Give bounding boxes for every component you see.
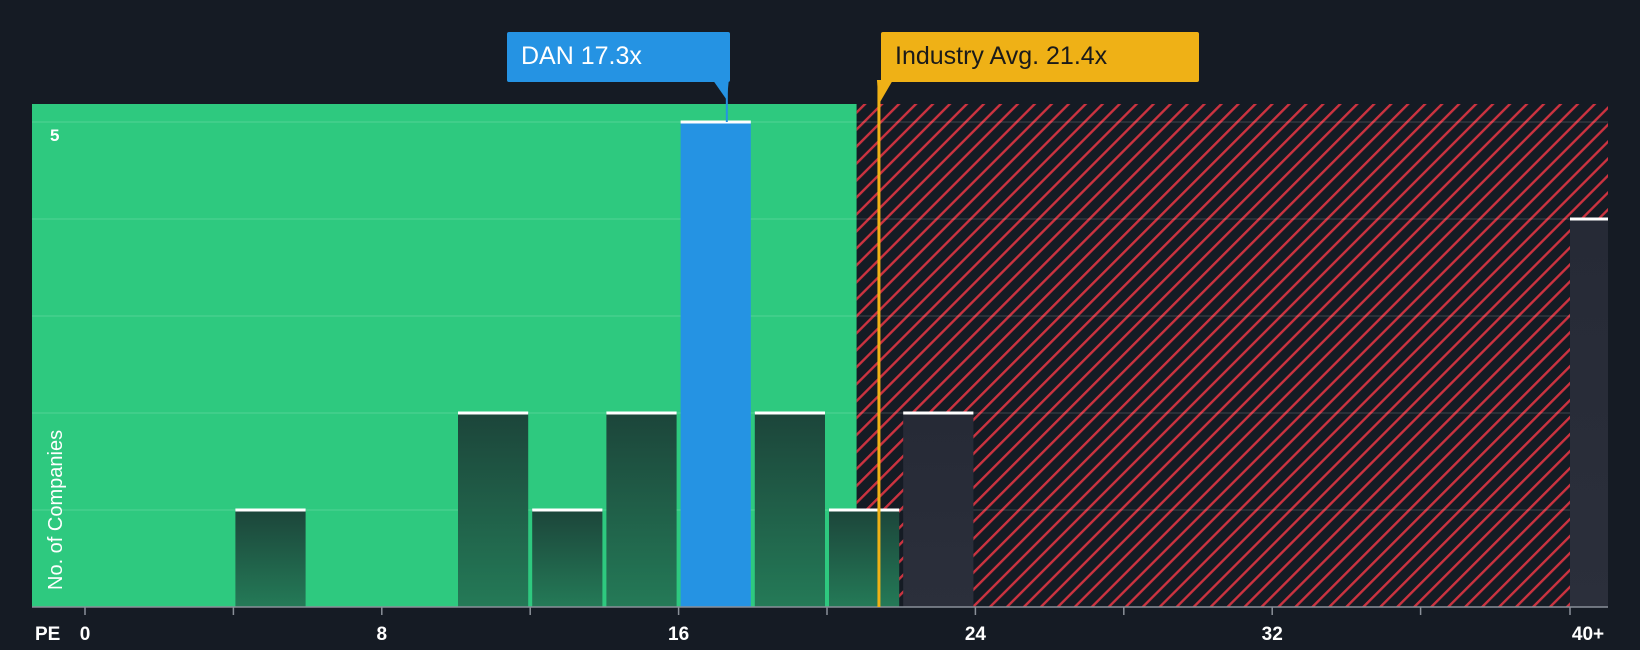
bar bbox=[458, 413, 529, 607]
x-tick-label: 16 bbox=[668, 624, 689, 645]
bar bbox=[1570, 219, 1608, 607]
bar bbox=[235, 510, 306, 607]
y-tick-label: 5 bbox=[50, 126, 59, 145]
dan-marker bbox=[712, 80, 729, 122]
x-tick-label: 0 bbox=[80, 624, 91, 645]
x-ticks: 0 8 16 24 32 40+ bbox=[80, 607, 1604, 645]
industry-callout-pointer bbox=[876, 80, 893, 104]
overvalued-zone bbox=[856, 104, 1608, 607]
bar bbox=[903, 413, 974, 607]
bars bbox=[235, 120, 1608, 607]
industry-marker bbox=[876, 80, 893, 607]
dan-callout-pointer bbox=[712, 80, 729, 100]
bar bbox=[754, 413, 825, 607]
x-axis-label: PE bbox=[35, 624, 60, 645]
x-tick-label: 32 bbox=[1262, 624, 1283, 645]
bar bbox=[680, 122, 751, 607]
industry-avg-callout: Industry Avg. 21.4x bbox=[881, 32, 1199, 82]
x-tick-label: 24 bbox=[965, 624, 987, 645]
y-axis-label: No. of Companies bbox=[45, 430, 67, 590]
bar bbox=[532, 510, 603, 607]
bar bbox=[606, 413, 677, 607]
x-tick-label: 40+ bbox=[1572, 624, 1604, 645]
bar bbox=[829, 510, 900, 607]
dan-callout: DAN 17.3x bbox=[507, 32, 730, 82]
x-tick-label: 8 bbox=[377, 624, 388, 645]
